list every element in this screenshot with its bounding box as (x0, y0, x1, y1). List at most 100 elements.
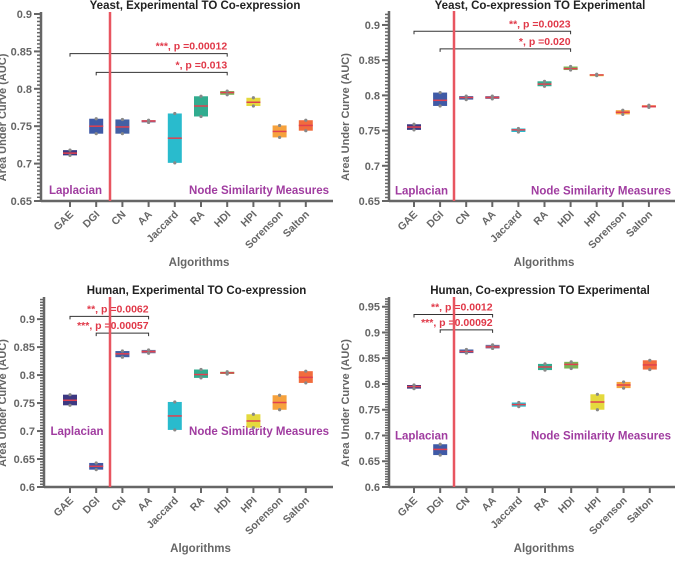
x-tick-label: DGI (425, 495, 447, 517)
chart-title: Human, Co-expression TO Experimental (430, 285, 650, 297)
data-point (94, 132, 98, 136)
y-axis-title: Area Under Curve (AUC) (0, 53, 9, 181)
data-point (94, 461, 98, 465)
y-axis-title: Area Under Curve (AUC) (0, 339, 9, 467)
data-point (516, 126, 520, 131)
chart-title: Yeast, Co-expression TO Experimental (435, 0, 646, 12)
x-tick-label: DGI (425, 209, 447, 231)
data-point (569, 64, 573, 69)
data-point (120, 117, 124, 122)
group-label-laplacian: Laplacian (395, 430, 448, 442)
data-point (251, 426, 255, 430)
x-tick-label: GAE (396, 495, 421, 520)
y-tick-label: 0.65 (359, 456, 380, 468)
x-tick-label: Salton (281, 495, 312, 526)
y-tick-label: 0.8 (17, 84, 32, 96)
data-point (278, 135, 282, 140)
x-tick-label: Salton (624, 209, 655, 240)
y-tick-label: 0.75 (11, 121, 32, 133)
box-plot: Yeast, Co-expression TO Experimental 0.65… (340, 0, 675, 269)
y-tick-label: 0.65 (14, 454, 35, 466)
data-point (464, 98, 468, 102)
y-tick-label: 0.9 (365, 20, 380, 32)
x-tick-label: HDI (212, 495, 233, 516)
x-axis-title: Algorithms (169, 257, 230, 269)
data-point (622, 386, 626, 390)
y-tick-label: 0.8 (365, 379, 380, 391)
x-tick-label: RA (531, 208, 551, 228)
x-tick-label: Salton (281, 209, 312, 240)
significance-bracket (95, 332, 150, 337)
y-tick-label: 0.8 (20, 370, 35, 382)
data-point (147, 351, 151, 355)
y-tick-label: 0.85 (359, 55, 380, 67)
box-ra (194, 369, 208, 378)
box-plot: Yeast, Experimental TO Co-expression 0.65… (0, 0, 333, 269)
x-tick-label: Salton (625, 495, 656, 526)
data-point (68, 393, 72, 397)
x-tick-label: GAE (52, 209, 77, 234)
y-tick-label: 0.85 (11, 46, 32, 58)
panel-yeast-exp-to-coexp: Yeast, Experimental TO Co-expression 0.65… (0, 0, 338, 282)
x-tick-label: CN (109, 495, 128, 514)
data-point (173, 400, 177, 404)
panel-human-exp-to-coexp: Human, Experimental TO Co-expression 0.6 0… (0, 275, 338, 557)
data-point (304, 118, 308, 122)
data-point (516, 130, 520, 134)
data-point (68, 148, 72, 152)
data-point (120, 355, 124, 359)
data-point (278, 393, 282, 397)
significance-label: ***, p =0.00057 (77, 320, 149, 332)
significance-label: ***, p =0.00012 (156, 41, 228, 53)
significance-label: ***, p =0.00092 (421, 317, 493, 329)
y-tick-label: 0.95 (359, 302, 380, 314)
data-point (517, 405, 521, 409)
x-tick-label: HDI (212, 209, 233, 230)
x-tick-label: HPI (583, 495, 604, 516)
significance-label: **, p =0.0062 (87, 303, 149, 315)
data-point (173, 428, 177, 432)
data-point (542, 84, 547, 88)
data-point (225, 372, 229, 376)
data-point (147, 120, 151, 125)
data-point (491, 346, 495, 351)
data-point (94, 468, 98, 472)
x-tick-label: HDI (555, 209, 576, 230)
significance-label: **, p =0.0023 (509, 18, 571, 30)
data-point (120, 132, 124, 136)
y-tick-label: 0.9 (17, 9, 32, 21)
y-tick-label: 0.6 (20, 482, 35, 494)
box-hdi (564, 361, 579, 369)
data-point (438, 453, 442, 457)
y-tick-label: 0.75 (359, 405, 380, 417)
y-tick-label: 0.7 (17, 159, 32, 171)
data-point (173, 111, 177, 116)
significance-bracket (69, 53, 228, 57)
data-point (542, 79, 547, 83)
data-point (278, 123, 282, 128)
panel-human-coexp-to-exp: Human, Co-expression TO Experimental 0.6 0… (340, 275, 677, 557)
data-point (621, 112, 625, 116)
x-tick-label: AA (479, 208, 499, 228)
data-point (68, 153, 72, 157)
data-point (517, 400, 521, 405)
significance-bracket (439, 48, 572, 52)
data-point (543, 362, 547, 366)
x-tick-label: HPI (239, 209, 260, 230)
data-point (412, 383, 416, 387)
data-point (569, 360, 573, 364)
x-tick-label: GAE (52, 495, 77, 520)
y-tick-label: 0.8 (365, 90, 380, 102)
data-point (120, 349, 124, 353)
data-point (225, 93, 229, 97)
group-label-node-similarity: Node Similarity Measures (189, 185, 329, 197)
data-point (490, 94, 494, 98)
data-point (251, 412, 255, 416)
data-point (147, 348, 151, 352)
y-tick-label: 0.65 (359, 196, 380, 208)
x-axis-title: Algorithms (514, 257, 575, 269)
data-point (251, 96, 255, 100)
group-label-laplacian: Laplacian (50, 426, 103, 438)
significance-bracket (413, 30, 572, 35)
x-tick-label: AA (480, 494, 500, 514)
